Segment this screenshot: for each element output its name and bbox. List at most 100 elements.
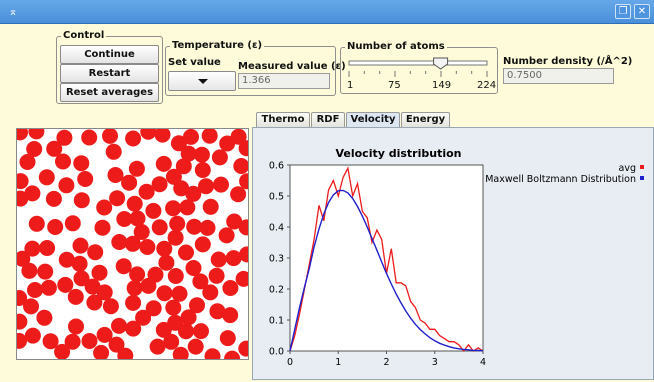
atoms-canvas (17, 129, 248, 359)
legend-swatch (640, 165, 644, 169)
atom (129, 266, 146, 283)
atom (226, 213, 243, 230)
measured-value-label: Measured value (ε) (238, 61, 346, 72)
atom (151, 219, 168, 236)
atom (178, 244, 194, 261)
plot-area (289, 164, 484, 352)
y-tick-label: 0.4 (269, 223, 284, 234)
atom (238, 340, 248, 357)
tab-thermo[interactable]: Thermo (256, 112, 310, 128)
atom (56, 129, 73, 146)
restart-button[interactable]: Restart (60, 64, 159, 83)
atom (139, 239, 156, 255)
y-tick-label: 0.6 (269, 161, 284, 172)
atom (239, 173, 248, 190)
atom (133, 224, 150, 240)
atom (93, 344, 110, 359)
atom (38, 169, 55, 186)
atom (186, 218, 203, 235)
atom (185, 260, 202, 276)
control-group: Control Continue Restart Reset averages (56, 30, 163, 104)
reset-averages-button[interactable]: Reset averages (60, 83, 159, 102)
atom (155, 155, 172, 172)
tab-rdf[interactable]: RDF (311, 112, 345, 128)
window-titlebar: ⌅ ❐ ✕ (0, 0, 654, 24)
atom (154, 129, 171, 143)
atom (238, 219, 248, 236)
atom (55, 153, 71, 170)
atom (73, 155, 90, 172)
atom (218, 227, 235, 244)
atom (222, 280, 239, 296)
atom (67, 288, 84, 305)
atom (222, 307, 239, 324)
atom (19, 154, 36, 170)
atom (84, 278, 101, 295)
atom (165, 200, 182, 217)
atom (156, 285, 173, 302)
atom (107, 167, 124, 183)
close-window-icon[interactable]: ✕ (634, 4, 650, 19)
restore-window-icon[interactable]: ❐ (615, 4, 631, 19)
number-density-field[interactable]: 0.7500 (503, 68, 614, 84)
atom (45, 190, 62, 207)
atom (121, 174, 138, 191)
atom (210, 251, 227, 268)
atom (189, 297, 205, 314)
continue-button[interactable]: Continue (60, 45, 159, 64)
atom (219, 330, 236, 347)
simulation-box (16, 128, 249, 360)
atom (125, 294, 142, 311)
atom (175, 158, 192, 175)
atom (81, 129, 98, 146)
atom (126, 280, 143, 297)
atom (233, 158, 248, 174)
atom (187, 338, 204, 355)
atom (179, 199, 196, 216)
atom (165, 168, 182, 185)
atom (36, 309, 53, 326)
x-tick-label: 0 (287, 357, 293, 368)
atom (224, 350, 241, 359)
atom (115, 258, 132, 275)
atom (201, 129, 218, 144)
atom (26, 141, 43, 157)
atom (72, 237, 89, 254)
y-tick-label: 0.5 (269, 192, 284, 203)
atom (73, 270, 90, 287)
atom (46, 140, 63, 157)
atom (126, 195, 143, 212)
atom (156, 240, 173, 257)
dropdown-arrow-icon (198, 79, 208, 84)
velocity-panel: Velocity distribution 0.0 0.1 0.2 0.3 0.4 0.5 0… (252, 127, 654, 380)
atom (57, 276, 74, 293)
temperature-group: Temperature (ε) Set value Measured value… (165, 40, 346, 96)
atom (87, 244, 104, 261)
atom (64, 215, 81, 232)
atoms-group: Number of atoms 1 75 149 224 (340, 41, 499, 94)
tab-energy[interactable]: Energy (401, 112, 450, 128)
atom (37, 263, 54, 280)
atom (58, 251, 75, 268)
set-value-dropdown[interactable] (168, 71, 236, 91)
atoms-group-title: Number of atoms (345, 41, 447, 53)
window-menu-icon[interactable]: ⌅ (8, 5, 18, 18)
atom (102, 298, 119, 315)
atom (145, 202, 162, 219)
atom (96, 284, 113, 301)
atom (204, 348, 221, 359)
x-tick-label: 4 (480, 357, 486, 368)
atom (211, 149, 228, 166)
atom (124, 235, 141, 252)
atoms-slider[interactable] (341, 48, 499, 94)
slider-track (348, 57, 488, 77)
atom (17, 173, 29, 190)
atom (125, 320, 142, 337)
atom (235, 270, 248, 287)
tab-velocity[interactable]: Velocity (346, 112, 400, 128)
slider-thumb[interactable] (433, 57, 449, 70)
atom (81, 333, 98, 349)
atom (185, 185, 202, 202)
atom (155, 321, 172, 338)
atom (173, 180, 190, 197)
